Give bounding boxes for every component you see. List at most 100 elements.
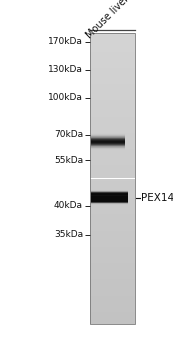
Bar	[90, 254, 135, 255]
Bar	[91, 141, 125, 142]
Bar	[90, 88, 135, 89]
Bar	[91, 201, 128, 202]
Bar	[90, 89, 135, 90]
Bar	[90, 36, 135, 37]
Bar	[91, 147, 125, 148]
Bar	[90, 103, 135, 104]
Bar	[90, 79, 135, 80]
Bar	[91, 197, 128, 198]
Bar	[90, 164, 135, 165]
Bar	[90, 250, 135, 251]
Text: Mouse liver: Mouse liver	[85, 0, 131, 41]
Bar	[91, 148, 125, 149]
Bar	[90, 274, 135, 275]
Bar	[90, 303, 135, 304]
Bar	[90, 127, 135, 128]
Bar	[91, 191, 128, 193]
Bar	[91, 137, 125, 139]
Bar	[90, 71, 135, 72]
Bar	[90, 289, 135, 290]
Bar	[90, 102, 135, 103]
Bar	[90, 78, 135, 79]
Bar	[90, 318, 135, 319]
Bar	[91, 199, 128, 201]
Bar	[91, 191, 128, 193]
Bar	[90, 312, 135, 313]
Bar	[90, 270, 135, 271]
Bar	[91, 200, 128, 202]
Bar	[90, 286, 135, 287]
Bar	[91, 146, 125, 148]
Bar	[91, 196, 128, 198]
Bar	[90, 64, 135, 65]
Bar	[91, 139, 125, 141]
Bar	[90, 95, 135, 96]
Bar	[90, 283, 135, 284]
Bar	[90, 205, 135, 206]
Bar	[90, 194, 135, 195]
Bar	[91, 200, 128, 202]
Bar	[90, 222, 135, 223]
Bar	[90, 154, 135, 155]
Bar	[91, 203, 128, 205]
Bar	[90, 268, 135, 270]
Bar	[91, 192, 128, 194]
Bar	[90, 177, 135, 178]
Bar	[90, 246, 135, 247]
Bar	[90, 38, 135, 39]
Bar	[90, 184, 135, 185]
Bar	[90, 305, 135, 306]
Bar	[91, 199, 128, 200]
Bar	[90, 209, 135, 210]
Bar	[90, 147, 135, 148]
Bar	[91, 197, 128, 198]
Bar	[91, 141, 125, 142]
Bar	[91, 200, 128, 201]
Bar	[91, 198, 128, 199]
Bar	[91, 194, 128, 196]
Bar	[90, 173, 135, 174]
Bar	[90, 153, 135, 154]
Bar	[91, 199, 128, 200]
Bar	[91, 199, 128, 201]
Bar	[90, 132, 135, 133]
Bar	[90, 284, 135, 285]
Bar	[91, 199, 128, 201]
Text: 130kDa: 130kDa	[48, 65, 83, 75]
Bar	[91, 203, 128, 204]
Bar	[90, 249, 135, 250]
Bar	[90, 66, 135, 67]
Bar	[91, 142, 125, 143]
Bar	[91, 143, 125, 144]
Bar	[91, 197, 128, 198]
Bar	[91, 202, 128, 203]
Bar	[90, 171, 135, 172]
Bar	[90, 187, 135, 188]
Bar	[91, 196, 128, 197]
Bar	[91, 147, 125, 148]
Bar	[91, 202, 128, 203]
Bar	[91, 201, 128, 202]
Bar	[90, 219, 135, 220]
Bar	[91, 198, 128, 200]
Bar	[91, 200, 128, 201]
Bar	[90, 60, 135, 61]
Bar	[91, 194, 128, 196]
Bar	[91, 143, 125, 145]
Bar	[91, 195, 128, 196]
Bar	[91, 201, 128, 203]
Bar	[90, 93, 135, 94]
Bar	[90, 97, 135, 98]
Bar	[90, 186, 135, 187]
Bar	[90, 252, 135, 253]
Bar	[90, 69, 135, 70]
Bar	[90, 37, 135, 38]
Bar	[90, 162, 135, 163]
Bar	[90, 170, 135, 171]
Bar	[91, 199, 128, 201]
Bar	[91, 203, 128, 204]
Bar	[90, 167, 135, 168]
Bar	[90, 156, 135, 157]
Bar	[90, 223, 135, 224]
Bar	[90, 74, 135, 75]
